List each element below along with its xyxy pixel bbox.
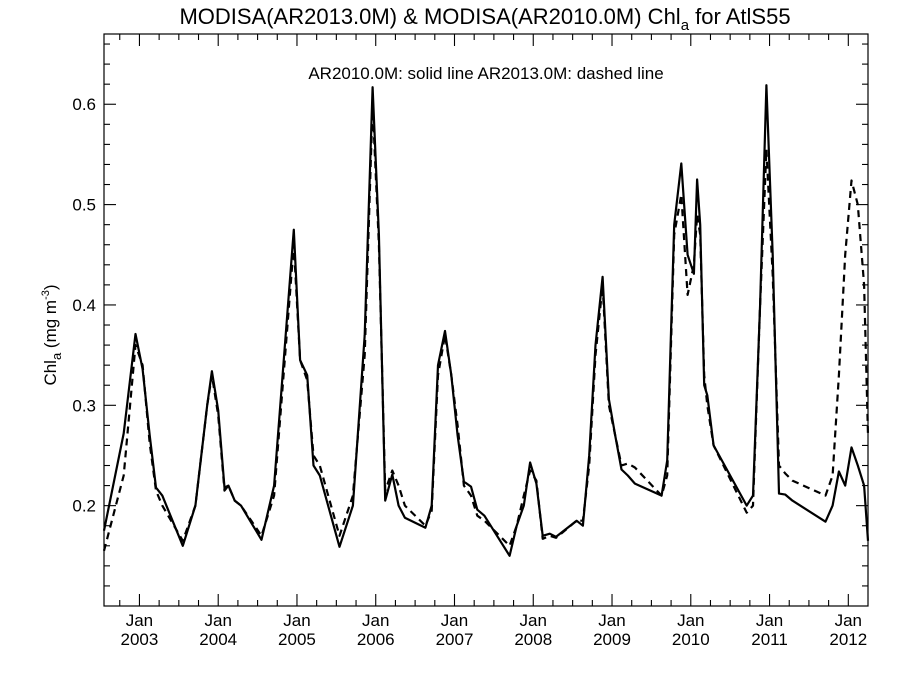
series-solid-line	[102, 84, 870, 557]
axis-tick-labels: 0.20.30.40.50.6Jan2003Jan2004Jan2005Jan2…	[72, 95, 867, 649]
x-tick-label-month: Jan	[756, 611, 783, 630]
y-tick-label: 0.5	[72, 196, 96, 215]
y-tick-label: 0.4	[72, 296, 96, 315]
x-tick-label-year: 2012	[829, 630, 867, 649]
x-tick-label-year: 2005	[278, 630, 316, 649]
series-group	[102, 84, 870, 557]
x-tick-label-year: 2007	[436, 630, 474, 649]
y-tick-label: 0.2	[72, 497, 96, 516]
chart-title-subscript: a	[681, 17, 690, 34]
y-axis-label-subscript: a	[49, 352, 64, 360]
x-tick-label-month: Jan	[835, 611, 862, 630]
x-tick-label-year: 2004	[199, 630, 237, 649]
series-dashed-line	[102, 103, 870, 552]
chart-title-main: MODISA(AR2013.0M) & MODISA(AR2010.0M) Ch…	[179, 4, 680, 29]
legend-text: AR2010.0M: solid line AR2013.0M: dashed …	[308, 64, 663, 83]
x-tick-label-month: Jan	[204, 611, 231, 630]
x-tick-label-year: 2011	[751, 630, 788, 649]
x-tick-label-year: 2003	[121, 630, 159, 649]
y-axis-label-close: )	[41, 284, 60, 290]
axis-ticks	[104, 34, 868, 606]
y-axis-label: Chla (mg m-3)	[40, 284, 64, 385]
x-tick-label-month: Jan	[598, 611, 625, 630]
x-tick-label-month: Jan	[283, 611, 310, 630]
x-tick-label-month: Jan	[441, 611, 468, 630]
x-tick-label-year: 2006	[357, 630, 395, 649]
y-tick-label: 0.6	[72, 95, 96, 114]
x-tick-label-month: Jan	[126, 611, 153, 630]
plot-frame	[103, 33, 869, 607]
y-axis-label-units-sup: -3	[40, 290, 52, 300]
x-tick-label-year: 2008	[514, 630, 552, 649]
x-tick-label-month: Jan	[362, 611, 389, 630]
x-tick-label-month: Jan	[677, 611, 704, 630]
y-tick-label: 0.3	[72, 396, 96, 415]
x-tick-label-year: 2010	[672, 630, 710, 649]
x-tick-label-month: Jan	[520, 611, 547, 630]
chart-title: MODISA(AR2013.0M) & MODISA(AR2010.0M) Ch…	[179, 4, 790, 34]
chart-title-suffix: for AtlS55	[689, 4, 791, 29]
x-tick-label-year: 2009	[593, 630, 631, 649]
y-axis-label-units: (mg m	[41, 300, 60, 353]
y-axis-label-main: Chl	[41, 360, 60, 386]
